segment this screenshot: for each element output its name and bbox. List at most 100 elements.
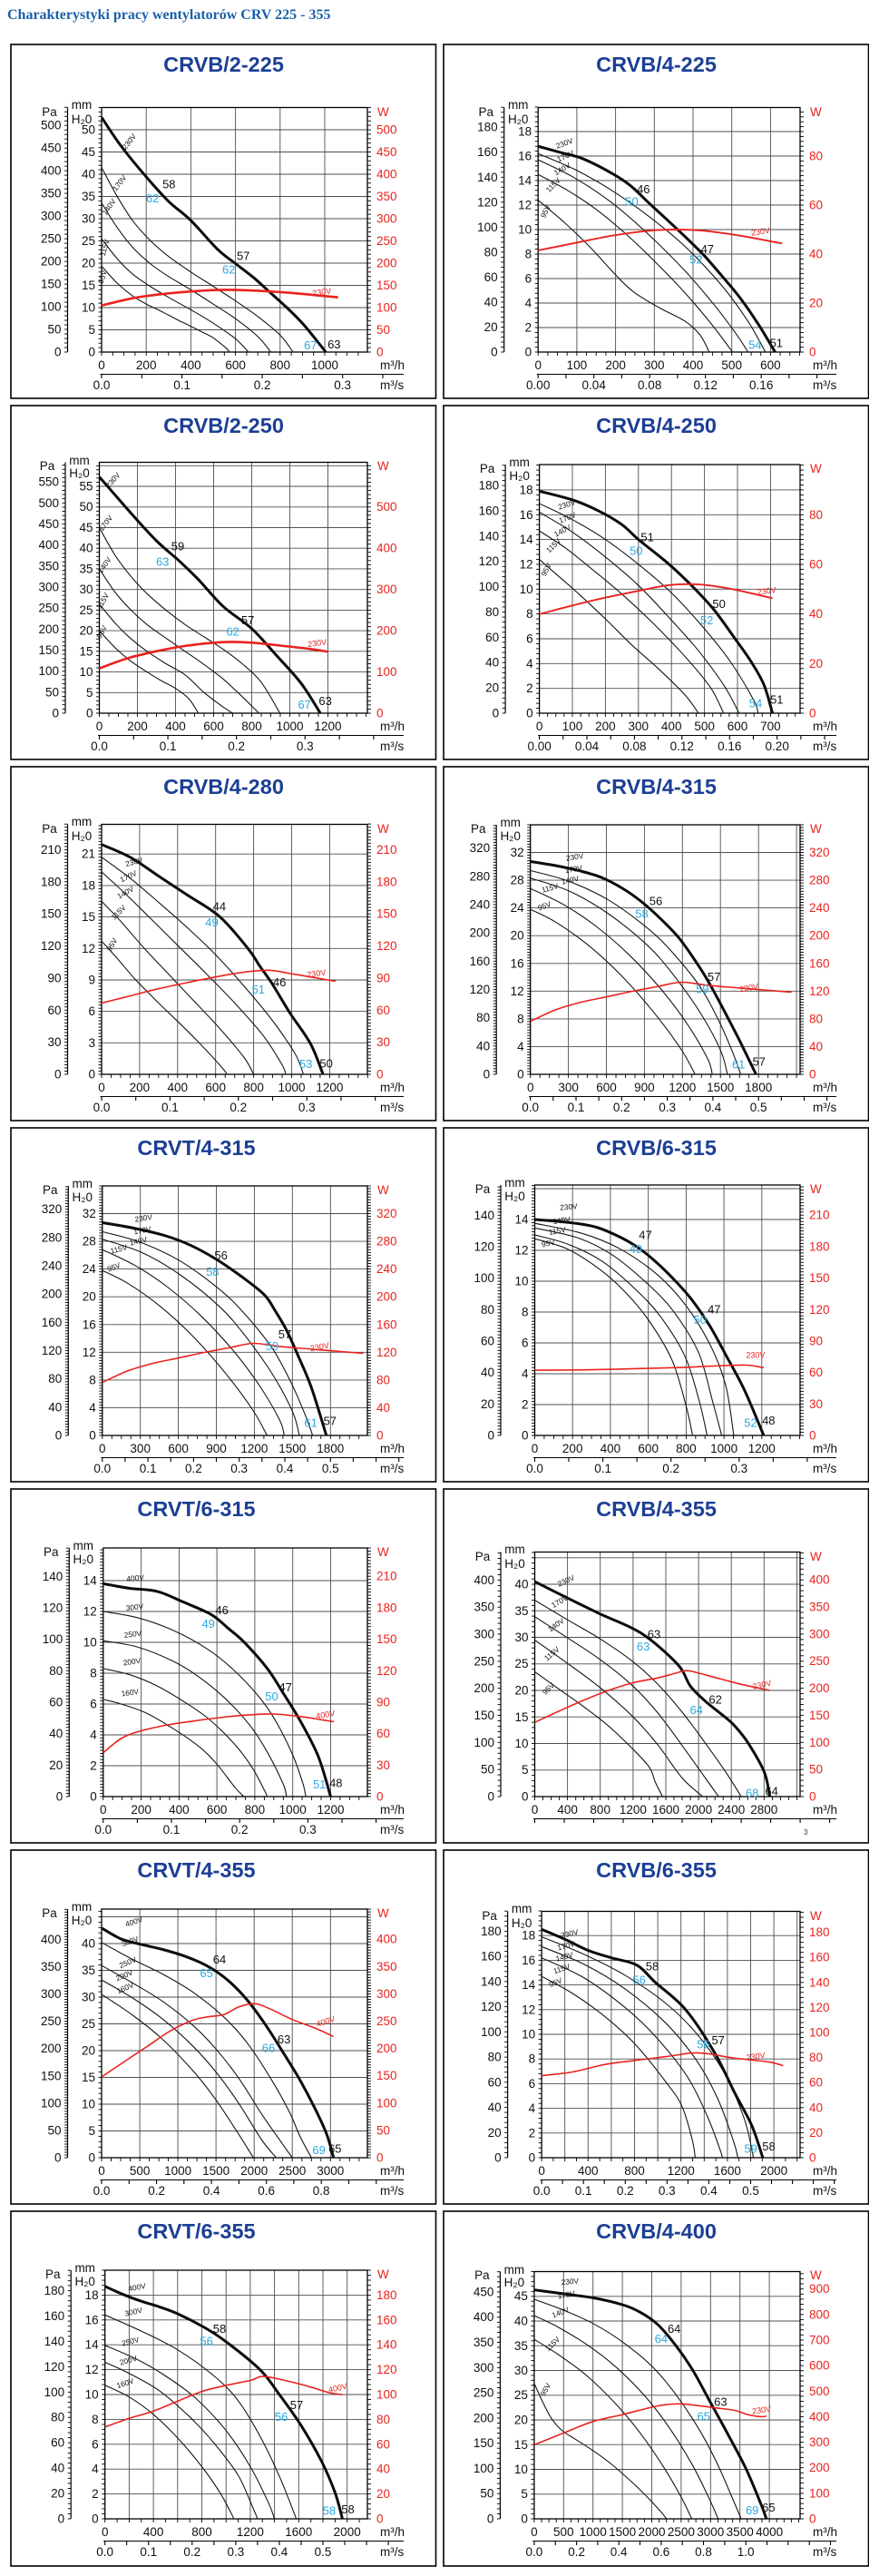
svg-text:Pa: Pa bbox=[479, 462, 494, 475]
svg-text:4: 4 bbox=[89, 1401, 96, 1415]
svg-text:Pa: Pa bbox=[478, 105, 493, 119]
svg-text:120: 120 bbox=[376, 939, 397, 953]
svg-text:400: 400 bbox=[38, 538, 59, 552]
svg-text:50: 50 bbox=[265, 1690, 278, 1703]
svg-text:0.0: 0.0 bbox=[91, 739, 108, 753]
svg-text:140: 140 bbox=[477, 171, 498, 184]
svg-text:W: W bbox=[377, 822, 389, 836]
svg-text:32: 32 bbox=[510, 846, 523, 859]
svg-text:15: 15 bbox=[513, 2438, 527, 2452]
svg-text:0: 0 bbox=[809, 1429, 816, 1443]
svg-text:60: 60 bbox=[485, 631, 499, 644]
svg-text:230V: 230V bbox=[309, 1341, 329, 1354]
svg-text:0.4: 0.4 bbox=[610, 2545, 627, 2559]
svg-text:50: 50 bbox=[376, 2123, 390, 2137]
svg-text:100: 100 bbox=[474, 1271, 494, 1285]
svg-text:200: 200 bbox=[131, 1803, 151, 1817]
svg-text:mm: mm bbox=[73, 1539, 94, 1552]
svg-text:150: 150 bbox=[376, 2069, 397, 2082]
svg-text:250: 250 bbox=[376, 2014, 397, 2028]
svg-text:0: 0 bbox=[86, 707, 93, 720]
svg-text:500: 500 bbox=[38, 496, 59, 510]
svg-text:0.3: 0.3 bbox=[659, 1101, 676, 1114]
svg-text:CRVB/4-400: CRVB/4-400 bbox=[596, 2219, 717, 2243]
svg-text:0.08: 0.08 bbox=[622, 739, 646, 753]
svg-text:30: 30 bbox=[809, 1397, 823, 1411]
svg-text:m³/h: m³/h bbox=[380, 358, 405, 372]
svg-text:0.2: 0.2 bbox=[230, 1101, 247, 1114]
svg-text:15: 15 bbox=[514, 1710, 528, 1724]
svg-text:100: 100 bbox=[809, 2486, 830, 2500]
svg-text:0: 0 bbox=[54, 346, 62, 359]
svg-text:100: 100 bbox=[376, 665, 397, 679]
svg-text:0.1: 0.1 bbox=[163, 1823, 181, 1837]
svg-text:57: 57 bbox=[241, 613, 254, 627]
svg-text:60: 60 bbox=[47, 1004, 61, 1017]
svg-text:57: 57 bbox=[324, 1415, 337, 1428]
svg-text:20: 20 bbox=[83, 1290, 96, 1304]
svg-text:20: 20 bbox=[82, 2044, 95, 2058]
svg-text:0.0: 0.0 bbox=[96, 2545, 113, 2559]
svg-text:12: 12 bbox=[518, 199, 532, 212]
svg-text:H₂0: H₂0 bbox=[72, 829, 93, 843]
svg-text:800: 800 bbox=[241, 720, 262, 733]
svg-text:64: 64 bbox=[213, 1953, 226, 1966]
svg-text:14: 14 bbox=[519, 533, 533, 546]
svg-text:150: 150 bbox=[809, 1271, 830, 1285]
svg-text:59: 59 bbox=[744, 2141, 757, 2155]
svg-text:Pa: Pa bbox=[42, 1906, 57, 1920]
svg-text:350: 350 bbox=[376, 190, 397, 203]
svg-text:0.3: 0.3 bbox=[658, 2184, 675, 2198]
svg-text:12: 12 bbox=[519, 558, 532, 572]
svg-text:0.3: 0.3 bbox=[230, 1462, 248, 1475]
svg-text:25: 25 bbox=[514, 1657, 528, 1670]
svg-text:6: 6 bbox=[524, 272, 532, 286]
svg-text:W: W bbox=[377, 2267, 389, 2281]
svg-text:Pa: Pa bbox=[474, 1182, 490, 1196]
svg-text:m³/h: m³/h bbox=[813, 2525, 837, 2539]
svg-text:m³/s: m³/s bbox=[813, 1462, 836, 1475]
svg-text:CRVB/4-355: CRVB/4-355 bbox=[596, 1497, 717, 1521]
svg-text:140: 140 bbox=[376, 2338, 397, 2352]
svg-text:280: 280 bbox=[42, 1230, 63, 1244]
svg-text:0: 0 bbox=[89, 1429, 96, 1443]
svg-text:120: 120 bbox=[43, 1601, 63, 1615]
svg-text:mm: mm bbox=[503, 2263, 524, 2277]
svg-text:0.8: 0.8 bbox=[695, 2545, 712, 2559]
svg-text:0.5: 0.5 bbox=[742, 2184, 759, 2198]
svg-text:Pa: Pa bbox=[470, 822, 485, 836]
svg-text:5: 5 bbox=[86, 686, 93, 700]
svg-text:20: 20 bbox=[809, 2126, 823, 2140]
svg-text:10: 10 bbox=[82, 2098, 95, 2111]
svg-text:200: 200 bbox=[136, 358, 157, 372]
svg-text:120: 120 bbox=[474, 1240, 494, 1254]
svg-text:600: 600 bbox=[760, 358, 781, 372]
svg-text:W: W bbox=[377, 1183, 389, 1197]
svg-text:4: 4 bbox=[517, 1040, 524, 1053]
svg-text:m³/s: m³/s bbox=[813, 1101, 836, 1114]
svg-text:m³/s: m³/s bbox=[380, 1823, 404, 1837]
svg-text:0: 0 bbox=[376, 1429, 384, 1443]
svg-text:120: 120 bbox=[478, 554, 499, 568]
svg-text:8: 8 bbox=[526, 607, 533, 621]
svg-text:28: 28 bbox=[83, 1235, 96, 1249]
svg-text:50: 50 bbox=[82, 123, 95, 137]
svg-text:CRVB/2-250: CRVB/2-250 bbox=[163, 414, 284, 437]
svg-text:30: 30 bbox=[514, 1631, 528, 1644]
svg-text:50: 50 bbox=[693, 1313, 706, 1327]
svg-text:80: 80 bbox=[480, 1303, 493, 1317]
svg-text:0: 0 bbox=[526, 1081, 533, 1094]
svg-text:200: 200 bbox=[809, 929, 830, 943]
svg-text:59: 59 bbox=[266, 1339, 278, 1353]
svg-text:120: 120 bbox=[42, 1344, 63, 1357]
svg-text:230V: 230V bbox=[751, 1679, 772, 1691]
svg-text:Pa: Pa bbox=[45, 2267, 61, 2281]
svg-text:12: 12 bbox=[522, 2003, 535, 2016]
svg-text:4: 4 bbox=[92, 2463, 99, 2476]
svg-text:210: 210 bbox=[376, 1570, 397, 1583]
svg-text:160: 160 bbox=[478, 504, 499, 518]
svg-text:0: 0 bbox=[92, 2512, 99, 2526]
svg-text:58: 58 bbox=[341, 2503, 354, 2516]
svg-text:120: 120 bbox=[376, 2363, 397, 2376]
svg-text:160V: 160V bbox=[121, 1687, 140, 1699]
